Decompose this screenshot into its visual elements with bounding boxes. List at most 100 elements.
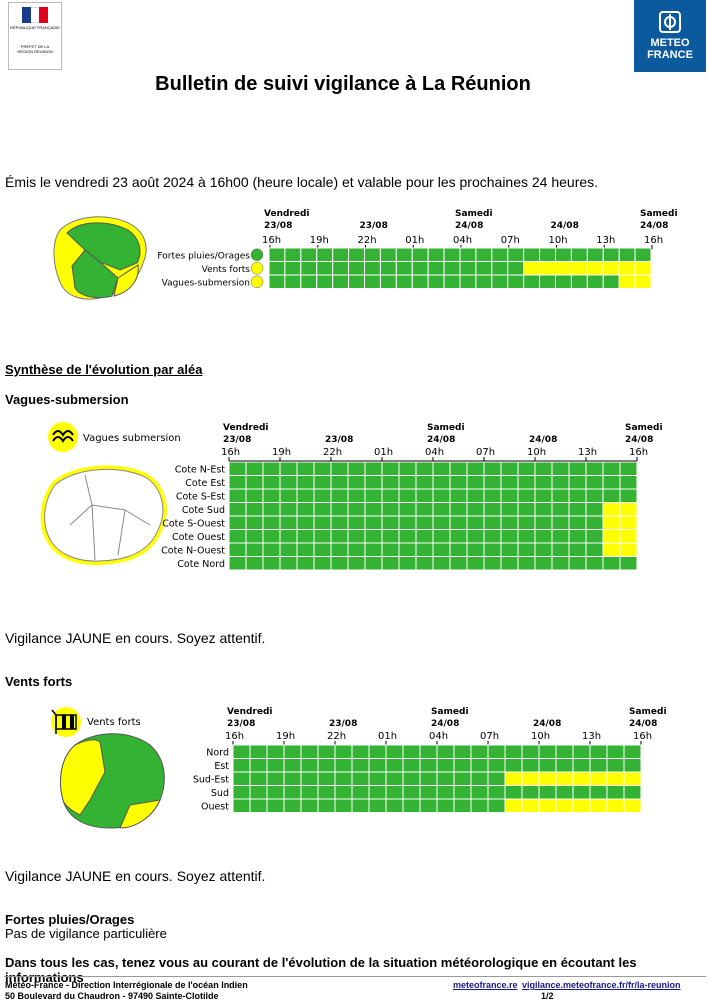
- vigilance-cell: [585, 461, 604, 476]
- vigilance-cell: [415, 488, 434, 503]
- vigilance-cell: [449, 502, 468, 517]
- day-date-label: 24/08: [629, 719, 657, 729]
- vigilance-cell: [284, 261, 302, 276]
- vigilance-cell: [268, 274, 286, 289]
- vigilance-cell: [487, 798, 506, 813]
- vigilance-cell: [334, 758, 353, 773]
- vigilance-cell: [586, 274, 604, 289]
- vigilance-cell: [283, 771, 302, 786]
- vigilance-cell: [432, 488, 451, 503]
- row-label: Cote Nord: [177, 559, 225, 570]
- vigilance-cell: [427, 261, 445, 276]
- vigilance-cell: [279, 542, 298, 557]
- vigilance-cell: [368, 744, 387, 759]
- vigilance-cell: [411, 274, 429, 289]
- vigilance-cell: [589, 744, 608, 759]
- footer-line2: 50 Boulevard du Chaudron - 97490 Sainte-…: [5, 991, 219, 1001]
- vigilance-cell: [334, 771, 353, 786]
- french-flag-icon: [22, 7, 49, 23]
- vigilance-cell: [623, 771, 642, 786]
- day-date-label: 24/08: [455, 221, 483, 231]
- vigilance-cell: [364, 247, 381, 262]
- vigilance-cell: [262, 488, 281, 503]
- vigilance-cell: [585, 556, 604, 571]
- vigilance-cell: [534, 488, 553, 503]
- vigilance-cell: [507, 247, 525, 262]
- vigilance-cell: [262, 502, 281, 517]
- vigilance-cell: [619, 529, 638, 544]
- vigilance-cell: [415, 515, 434, 530]
- vigilance-cell: [232, 758, 251, 773]
- vigilance-cell: [623, 744, 642, 759]
- vigilance-cell: [436, 785, 455, 800]
- meteo-line2: FRANCE: [647, 49, 693, 61]
- vigilance-cell: [483, 515, 502, 530]
- vigilance-cell: [266, 785, 285, 800]
- vigilance-cell: [483, 461, 502, 476]
- vigilance-cell: [330, 461, 349, 476]
- vigilance-cell: [623, 758, 642, 773]
- vigilance-cell: [300, 247, 318, 262]
- vigilance-cell: [459, 247, 477, 262]
- meteofrance-link[interactable]: meteofrance.re: [453, 980, 518, 990]
- vigilance-cell: [300, 785, 319, 800]
- vigilance-cell: [521, 798, 540, 813]
- vigilance-cell: [534, 542, 553, 557]
- vigilance-cell: [521, 771, 540, 786]
- vigilance-cell: [534, 475, 553, 490]
- day-date-label: 23/08: [325, 435, 353, 445]
- vigilance-cell: [568, 475, 587, 490]
- vigilance-cell: [619, 461, 638, 476]
- vigilance-cell: [432, 461, 451, 476]
- vigilance-cell: [351, 744, 370, 759]
- vigilance-cell: [568, 488, 587, 503]
- vigilance-cell: [432, 502, 451, 517]
- vigilance-cell: [364, 475, 383, 490]
- hour-tick-label: 16h: [225, 731, 244, 742]
- vigilance-cell: [334, 798, 353, 813]
- vigilance-cell: [483, 502, 502, 517]
- hour-tick-label: 19h: [272, 447, 291, 458]
- vigilance-cell: [606, 758, 625, 773]
- vigilance-cell: [330, 542, 349, 557]
- wave-icon: [52, 430, 74, 443]
- vigilance-cell: [364, 502, 383, 517]
- vigilance-cell: [381, 542, 400, 557]
- hour-tick-label: 16h: [633, 731, 652, 742]
- vigilance-cell: [500, 461, 519, 476]
- vigilance-cell: [538, 771, 557, 786]
- vigilance-cell: [466, 529, 485, 544]
- vagues-title: Vagues-submersion: [5, 392, 129, 407]
- vigilance-cell: [491, 261, 509, 276]
- vigilance-link[interactable]: vigilance.meteofrance.fr/fr/la-reunion: [522, 980, 681, 990]
- hour-tick-label: 13h: [582, 731, 601, 742]
- vigilance-cell: [348, 247, 366, 262]
- vigilance-cell: [379, 274, 397, 289]
- vigilance-cell: [538, 758, 557, 773]
- vigilance-cell: [249, 744, 268, 759]
- vigilance-cell: [332, 247, 350, 262]
- hour-tick-label: 01h: [374, 447, 393, 458]
- row-label: Cote Est: [185, 478, 225, 489]
- vigilance-cell: [296, 502, 315, 517]
- vigilance-cell: [330, 475, 349, 490]
- vigilance-cell: [313, 488, 332, 503]
- vigilance-cell: [539, 247, 556, 262]
- vigilance-cell: [483, 529, 502, 544]
- vigilance-cell: [249, 771, 268, 786]
- vigilance-cell: [334, 785, 353, 800]
- vigilance-cell: [398, 515, 417, 530]
- vigilance-cell: [606, 771, 625, 786]
- footer-divider: [4, 976, 706, 977]
- vigilance-cell: [470, 758, 489, 773]
- vigilance-cell: [245, 475, 264, 490]
- vigilance-cell: [555, 247, 572, 262]
- vigilance-cell: [443, 261, 461, 276]
- vigilance-cell: [551, 488, 570, 503]
- vigilance-cell: [539, 261, 556, 276]
- vigilance-cell: [589, 785, 608, 800]
- vigilance-cell: [385, 798, 404, 813]
- vigilance-cell: [491, 247, 509, 262]
- vigilance-cell: [619, 542, 638, 557]
- vigilance-cell: [500, 529, 519, 544]
